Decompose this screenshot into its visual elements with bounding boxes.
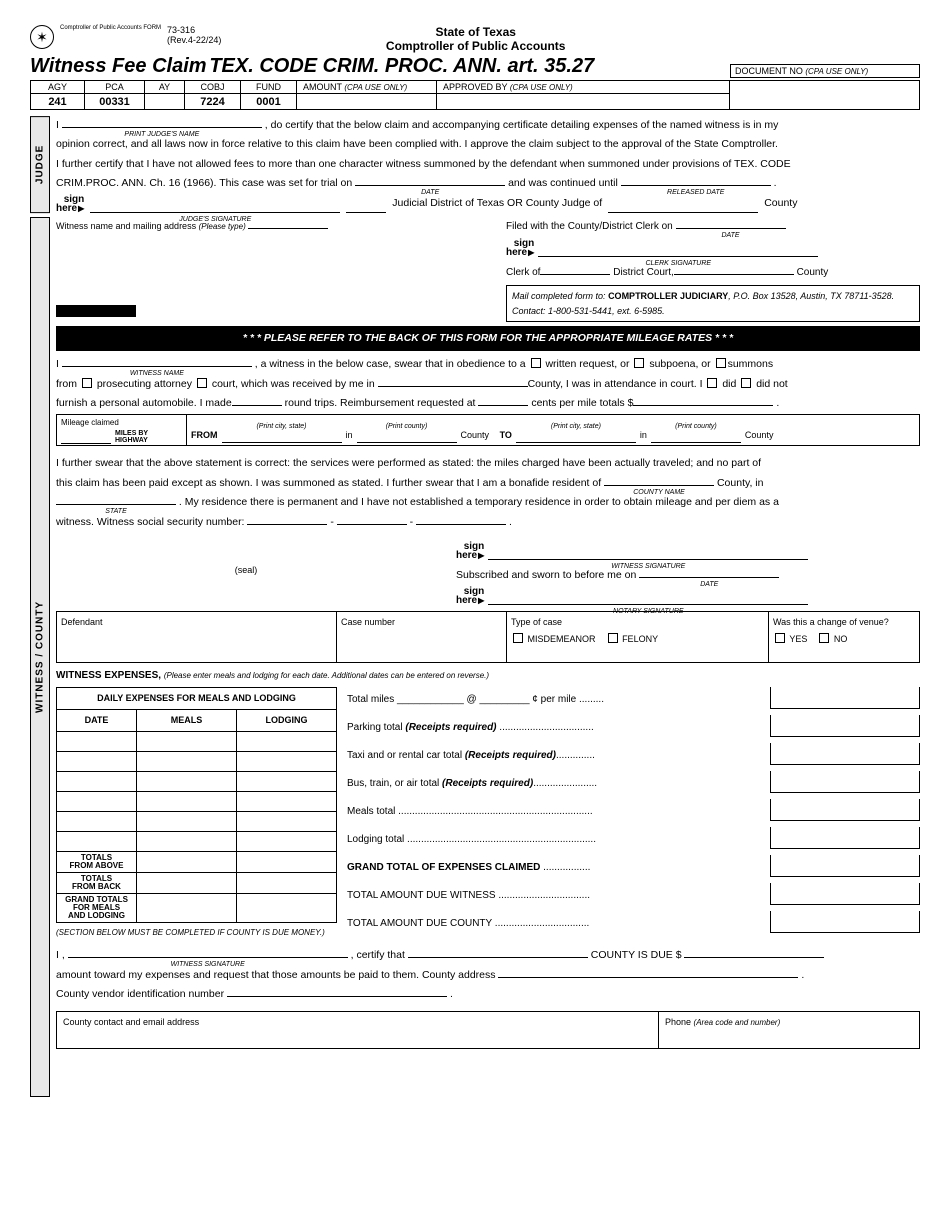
- cb-misd[interactable]: [513, 633, 523, 643]
- daily-expenses-table: DAILY EXPENSES FOR MEALS AND LODGING DAT…: [56, 687, 337, 922]
- seal-area: (seal): [56, 542, 436, 605]
- col-approved: APPROVED BY (CPA USE ONLY): [437, 81, 730, 94]
- phone-cell[interactable]: Phone (Area code and number): [659, 1012, 919, 1049]
- code-grid: AGY PCA AY COBJ FUND AMOUNT (CPA USE ONL…: [30, 80, 920, 110]
- mileage-head: Mileage claimed MILES BY HIGHWAY FROM (P…: [56, 414, 920, 447]
- seal-caption: Comptroller of Public Accounts FORM: [60, 25, 161, 32]
- case-row: Defendant Case number Type of case MISDE…: [56, 611, 920, 662]
- judge-line2: opinion correct, and all laws now in for…: [56, 135, 920, 154]
- mileage-bar: * * * PLEASE REFER TO THE BACK OF THIS F…: [56, 326, 920, 351]
- county-contact-cell[interactable]: County contact and email address: [57, 1012, 659, 1049]
- doc-no-note: (CPA USE ONLY): [805, 67, 868, 76]
- casetype-cell: Type of case MISDEMEANOR FELONY: [507, 612, 769, 661]
- judge-body: I PRINT JUDGE'S NAME , do certify that t…: [50, 116, 920, 213]
- notary-signature[interactable]: NOTARY SIGNATURE: [488, 593, 808, 605]
- cb-summons[interactable]: [716, 358, 726, 368]
- clerk-signature[interactable]: CLERK SIGNATURE: [538, 245, 818, 257]
- swear-line1: I further swear that the above statement…: [56, 454, 920, 473]
- form-meta: 73-316 (Rev.4-22/24): [167, 25, 221, 45]
- judge-line3: I further certify that I have not allowe…: [56, 155, 920, 174]
- mailto-box: Mail completed form to: COMPTROLLER JUDI…: [506, 285, 920, 322]
- sign-here-judge: signhere: [56, 195, 84, 213]
- val-agy: 241: [31, 94, 85, 110]
- judicial-district-no[interactable]: [346, 201, 386, 213]
- col-fund: FUND: [241, 81, 297, 94]
- witness-signature[interactable]: WITNESS SIGNATURE: [488, 548, 808, 560]
- judge-signature[interactable]: JUDGE'S SIGNATURE: [90, 201, 340, 213]
- val-ay[interactable]: [145, 94, 185, 110]
- cb-written[interactable]: [531, 358, 541, 368]
- cb-subpoena[interactable]: [634, 358, 644, 368]
- judge-tab: JUDGE: [30, 116, 50, 213]
- state-seal: ✶: [30, 25, 54, 49]
- header-row: ✶ Comptroller of Public Accounts FORM 73…: [30, 25, 920, 53]
- cb-prosecuting[interactable]: [82, 378, 92, 388]
- released-date-input[interactable]: RELEASED DATE: [621, 174, 771, 186]
- document-no-box: DOCUMENT NO (CPA USE ONLY): [730, 64, 920, 78]
- witness-address-area[interactable]: [56, 235, 486, 305]
- main-title: Witness Fee Claim: [30, 55, 207, 77]
- expenses-wrap: DAILY EXPENSES FOR MEALS AND LODGING DAT…: [56, 687, 920, 940]
- defendant-cell[interactable]: Defendant: [57, 612, 337, 661]
- judge-name-input[interactable]: PRINT JUDGE'S NAME: [62, 116, 262, 128]
- cb-felony[interactable]: [608, 633, 618, 643]
- footer-row: County contact and email address Phone (…: [56, 1011, 920, 1050]
- title-line2: Comptroller of Public Accounts: [227, 39, 724, 53]
- witness-body: Witness name and mailing address (Please…: [50, 217, 920, 1097]
- main-title-row: Witness Fee Claim TEX. CODE CRIM. PROC. …: [30, 55, 920, 78]
- main-subtitle: TEX. CODE CRIM. PROC. ANN. art. 35.27: [209, 55, 594, 77]
- trial-date-input[interactable]: DATE: [355, 174, 505, 186]
- doc-no-label: DOCUMENT NO: [735, 66, 803, 76]
- val-amount[interactable]: [297, 94, 437, 110]
- val-approved[interactable]: [437, 94, 730, 110]
- center-title: State of Texas Comptroller of Public Acc…: [227, 25, 724, 53]
- expense-lines: Total miles ____________ @ _________ ¢ p…: [347, 687, 920, 939]
- doc-no-cell[interactable]: [730, 81, 920, 110]
- sign-here-clerk: signhere: [506, 239, 534, 257]
- cert-witness-sig[interactable]: WITNESS SIGNATURE: [68, 946, 348, 958]
- section-note: (SECTION BELOW MUST BE COMPLETED IF COUN…: [56, 926, 337, 941]
- val-fund: 0001: [241, 94, 297, 110]
- cb-did[interactable]: [707, 378, 717, 388]
- val-pca: 00331: [85, 94, 145, 110]
- cb-court[interactable]: [197, 378, 207, 388]
- witness-tab: WITNESS / COUNTY: [30, 217, 50, 1097]
- val-cobj: 7224: [185, 94, 241, 110]
- title-line1: State of Texas: [227, 25, 724, 39]
- witness-section: WITNESS / COUNTY Witness name and mailin…: [30, 217, 920, 1097]
- cb-no[interactable]: [819, 633, 829, 643]
- judge-section: JUDGE I PRINT JUDGE'S NAME , do certify …: [30, 116, 920, 213]
- witness-name-input[interactable]: WITNESS NAME: [62, 355, 252, 367]
- col-cobj: COBJ: [185, 81, 241, 94]
- county-judge-input[interactable]: [608, 201, 758, 213]
- cb-yes[interactable]: [775, 633, 785, 643]
- caseno-cell[interactable]: Case number: [337, 612, 507, 661]
- expenses-title: WITNESS EXPENSES, (Please enter meals an…: [56, 667, 920, 686]
- redaction-bar: [56, 305, 136, 317]
- col-ay: AY: [145, 81, 185, 94]
- form-number: 73-316: [167, 25, 221, 35]
- col-pca: PCA: [85, 81, 145, 94]
- form-revision: (Rev.4-22/24): [167, 35, 221, 45]
- cb-didnot[interactable]: [741, 378, 751, 388]
- col-agy: AGY: [31, 81, 85, 94]
- venue-cell: Was this a change of venue? YES NO: [769, 612, 919, 661]
- col-amount: AMOUNT (CPA USE ONLY): [297, 81, 437, 94]
- filed-date[interactable]: DATE: [676, 217, 786, 229]
